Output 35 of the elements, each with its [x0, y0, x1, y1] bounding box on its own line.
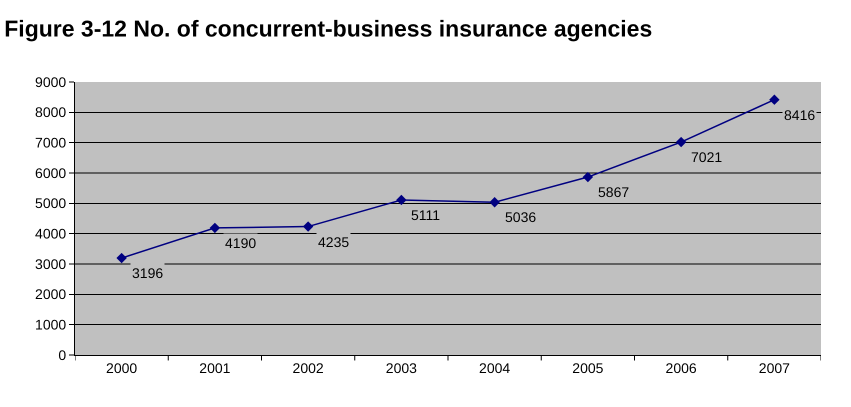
y-tick-label: 6000 [35, 164, 66, 181]
x-tick-label: 2002 [292, 360, 324, 376]
data-label: 5867 [598, 184, 630, 200]
y-tick-label: 2000 [35, 286, 66, 302]
x-tick-label: 2001 [199, 360, 231, 376]
point [396, 194, 407, 206]
data-label: 4190 [225, 235, 256, 251]
x-tick-label: 2005 [572, 360, 604, 376]
point [302, 221, 314, 232]
data-label: 7021 [691, 149, 722, 165]
x-tick-label: 2006 [666, 360, 697, 376]
data-label: 3196 [132, 265, 164, 281]
point [116, 252, 127, 264]
x-tick-label: 2007 [758, 360, 790, 376]
y-tick-label: 3000 [35, 256, 66, 272]
chart-title: Figure 3-12 No. of concurrent-business insurance agencies [4, 15, 652, 42]
point [489, 197, 500, 208]
point [210, 222, 220, 234]
x-tick-label: 2000 [106, 360, 138, 376]
point [582, 172, 594, 182]
y-tick-label: 1000 [35, 316, 66, 333]
y-tick-label: 7000 [35, 134, 66, 151]
data-label: 5111 [411, 207, 440, 223]
data-label: 5036 [505, 209, 536, 225]
data-label: 4235 [318, 234, 350, 250]
y-tick-label: 0 [58, 346, 66, 363]
y-tick-label: 4000 [35, 226, 66, 242]
point [676, 136, 686, 148]
x-tick-label: 2003 [386, 360, 418, 376]
y-tick-label: 8000 [35, 104, 66, 120]
point [769, 94, 780, 105]
data-label: 8416 [784, 107, 816, 123]
x-tick-label: 2004 [479, 360, 510, 376]
y-tick-label: 5000 [35, 195, 66, 212]
y-tick-label: 9000 [35, 74, 66, 90]
